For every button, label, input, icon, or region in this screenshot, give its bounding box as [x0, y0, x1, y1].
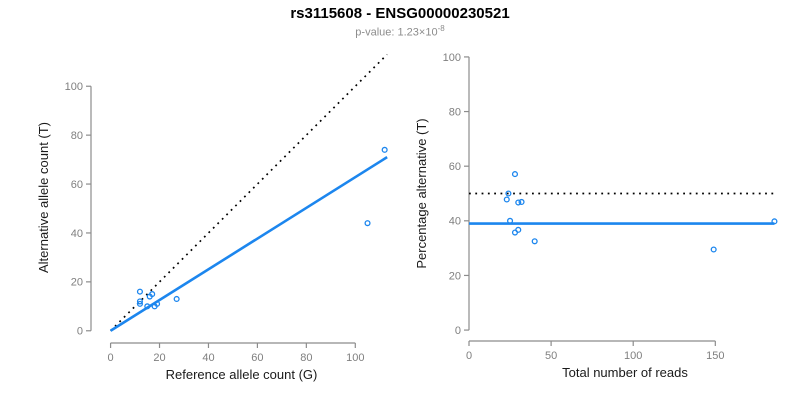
percentage-vs-reads-scatter: 0 50 100 150 0 20 40 60 80 100 Total number of rea… — [414, 52, 778, 380]
y-tick-label: 100 — [443, 52, 461, 64]
identity-line — [109, 53, 388, 332]
y-tick-label: 40 — [449, 216, 461, 228]
y-axis-title: Percentage alternative (T) — [414, 118, 429, 268]
data-point — [511, 171, 519, 178]
y-tick-label: 40 — [71, 228, 83, 240]
x-tick-label: 100 — [624, 350, 642, 362]
y-tick-label: 0 — [455, 325, 461, 337]
y-tick-label: 80 — [71, 130, 83, 142]
x-tick-label: 0 — [466, 350, 472, 362]
y-tick-label: 0 — [77, 326, 83, 338]
data-point — [771, 218, 778, 225]
data-point — [381, 146, 388, 153]
pvalue-text: p-value: 1.23×10 — [355, 26, 438, 39]
x-tick-label: 20 — [153, 352, 165, 364]
chart-subtitle: p-value: 1.23×10-8 — [0, 24, 800, 39]
y-tick-label: 20 — [71, 277, 83, 289]
data-point — [531, 238, 538, 245]
data-point — [144, 303, 151, 310]
x-axis-title: Reference allele count (G) — [166, 367, 318, 382]
y-tick-label: 60 — [449, 161, 461, 173]
data-point — [364, 220, 371, 227]
y-tick-label: 100 — [65, 81, 83, 93]
data-point — [149, 291, 156, 298]
data-point — [503, 196, 510, 203]
y-axis-title: Alternative allele count (T) — [36, 122, 51, 273]
y-tick-label: 60 — [71, 179, 83, 191]
data-point — [507, 217, 514, 224]
data-point — [505, 190, 512, 197]
x-tick-label: 80 — [300, 352, 312, 364]
data-point — [136, 288, 143, 295]
x-tick-label: 100 — [346, 352, 364, 364]
data-point — [710, 246, 717, 253]
data-point — [151, 303, 158, 310]
y-tick-label: 80 — [449, 106, 461, 118]
x-tick-label: 150 — [706, 350, 724, 362]
data-point — [173, 295, 180, 303]
y-tick-label: 20 — [449, 270, 461, 282]
pvalue-exponent: -8 — [437, 24, 445, 33]
data-point — [518, 198, 525, 206]
x-tick-label: 40 — [202, 352, 214, 364]
data-point — [136, 300, 143, 307]
x-tick-label: 60 — [251, 352, 263, 364]
allele-count-scatter: 0 20 40 60 80 100 0 20 40 60 80 100 Reference allele… — [36, 53, 388, 382]
data-point — [511, 229, 519, 236]
data-point — [515, 199, 522, 206]
data-point — [136, 298, 143, 305]
x-axis-title: Total number of reads — [562, 365, 688, 380]
x-tick-label: 0 — [108, 352, 114, 364]
chart-title: rs3115608 - ENSG00000230521 — [290, 5, 510, 22]
x-tick-label: 50 — [545, 350, 557, 362]
